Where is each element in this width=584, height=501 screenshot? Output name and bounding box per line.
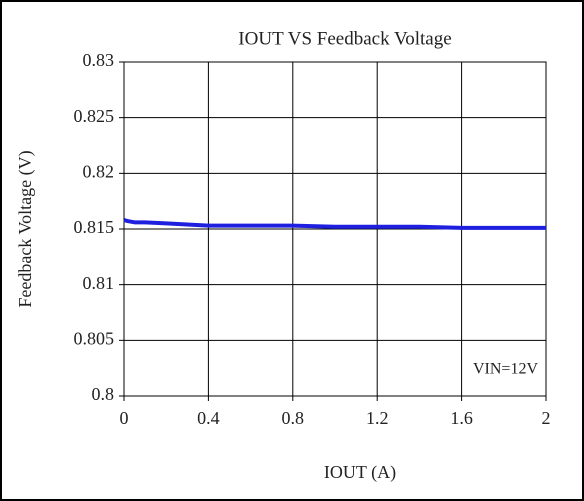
y-tick-label: 0.81 bbox=[83, 273, 115, 293]
y-tick-label: 0.805 bbox=[74, 328, 115, 348]
x-tick-label: 1.2 bbox=[366, 408, 389, 428]
y-tick-label: 0.815 bbox=[74, 217, 115, 237]
annotation: VIN=12V bbox=[473, 361, 538, 378]
x-tick-label: 0.8 bbox=[282, 408, 305, 428]
x-tick-label: 0 bbox=[120, 408, 129, 428]
line-series bbox=[123, 218, 546, 230]
y-tick-label: 0.8 bbox=[92, 384, 115, 404]
x-tick-label: 0.4 bbox=[197, 408, 220, 428]
x-axis-label: IOUT (A) bbox=[324, 462, 396, 483]
y-tick-label: 0.82 bbox=[83, 161, 115, 181]
x-tick-label: 2 bbox=[542, 408, 551, 428]
y-tick-label: 0.825 bbox=[74, 106, 115, 126]
y-axis-label: Feedback Voltage (V) bbox=[15, 150, 36, 307]
x-tick-label: 1.6 bbox=[450, 408, 473, 428]
y-tick-label: 0.83 bbox=[83, 50, 115, 70]
chart-title: IOUT VS Feedback Voltage bbox=[238, 28, 451, 49]
